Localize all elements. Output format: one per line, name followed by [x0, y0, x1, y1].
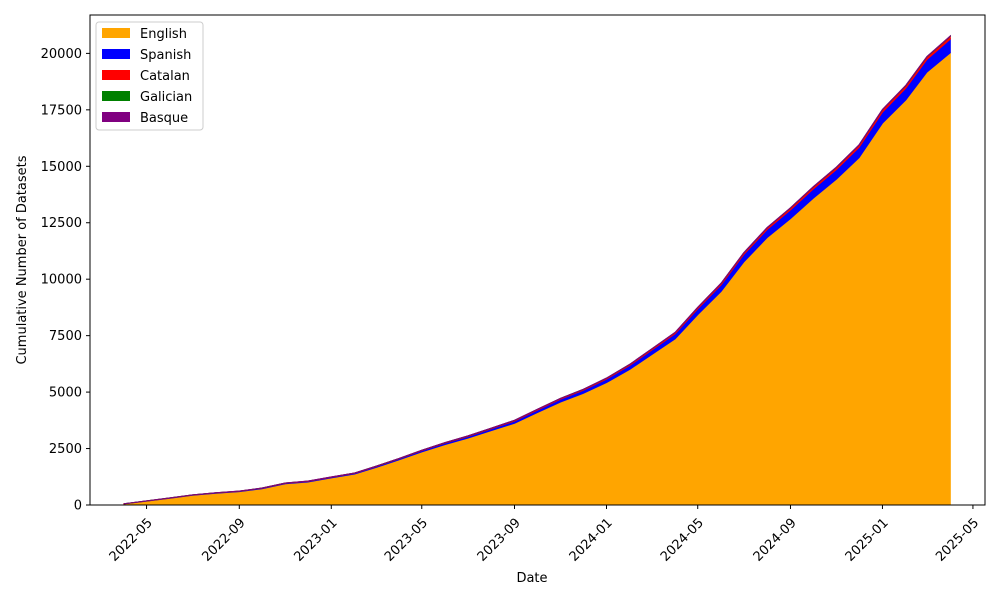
area-series-basque — [123, 34, 951, 505]
x-tick-label: 2023-09 — [475, 516, 524, 565]
legend-swatch-basque — [102, 112, 130, 122]
y-tick-label: 10000 — [41, 273, 82, 288]
x-tick-label: 2025-01 — [843, 516, 892, 565]
y-tick-label: 20000 — [41, 47, 82, 62]
y-tick-label: 2500 — [49, 442, 82, 457]
y-tick-label: 17500 — [41, 103, 82, 118]
y-tick-label: 15000 — [41, 160, 82, 175]
y-tick-label: 7500 — [49, 329, 82, 344]
y-axis-label: Cumulative Number of Datasets — [15, 155, 30, 364]
legend-swatch-spanish — [102, 49, 130, 59]
y-axis: 0 2500 5000 7500 10000 12500 15000 17500 20000 — [41, 47, 90, 514]
x-tick-label: 2025-05 — [933, 516, 982, 565]
legend-swatch-catalan — [102, 70, 130, 80]
x-tick-label: 2022-05 — [107, 516, 156, 565]
x-tick-label: 2023-05 — [382, 516, 431, 565]
plot-frame — [89, 14, 986, 506]
legend-label-catalan: Catalan — [140, 69, 190, 84]
legend-label-english: English — [140, 27, 187, 42]
x-tick-label: 2022-09 — [200, 516, 249, 565]
legend-swatch-english — [102, 28, 130, 38]
y-tick-label: 5000 — [49, 386, 82, 401]
x-axis-label: Date — [516, 571, 547, 586]
legend-label-galician: Galician — [140, 90, 192, 105]
x-tick-label: 2024-01 — [567, 516, 616, 565]
x-tick-label: 2023-01 — [292, 516, 341, 565]
x-tick-label: 2024-09 — [751, 516, 800, 565]
y-tick-label: 12500 — [41, 216, 82, 231]
x-tick-label: 2024-05 — [658, 516, 707, 565]
area-series-group — [123, 34, 951, 506]
legend-swatch-galician — [102, 91, 130, 101]
area-series-english — [123, 51, 951, 506]
legend-label-basque: Basque — [140, 111, 188, 126]
y-tick-label: 0 — [74, 499, 82, 514]
x-axis: 2022-05 2022-09 2023-01 2023-05 2023-09 2024-… — [107, 505, 982, 565]
legend-label-spanish: Spanish — [140, 48, 191, 63]
legend: English Spanish Catalan Galician Basque — [95, 21, 204, 131]
